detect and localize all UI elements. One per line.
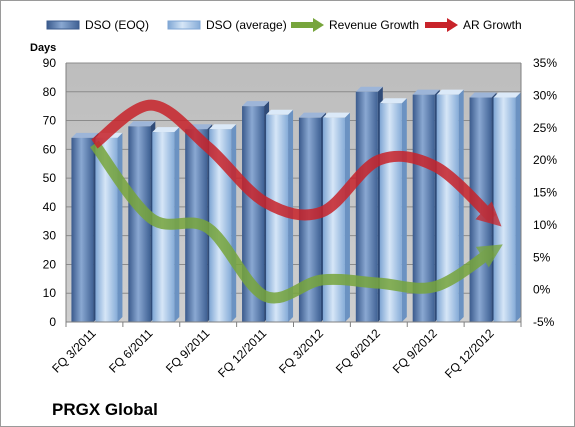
line-ar-growth	[91, 99, 502, 227]
legend-item: DSO (average)	[167, 18, 287, 32]
legend-item: DSO (EOQ)	[46, 18, 149, 32]
y-left-tick-label: 0	[49, 315, 56, 329]
legend-label: DSO (average)	[206, 18, 287, 32]
legend-label: DSO (EOQ)	[85, 18, 149, 32]
y-left-tick-label: 20	[43, 257, 57, 271]
y-right-tick-label: 35%	[533, 56, 557, 70]
x-tick-label: FQ 3/2012	[276, 326, 326, 376]
y-left-tick-label: 70	[43, 114, 57, 128]
y-left-tick-label: 40	[43, 200, 57, 214]
y-right-tick-label: 20%	[533, 153, 557, 167]
legend-swatch	[46, 20, 80, 30]
y-left-tick-label: 10	[43, 286, 57, 300]
y-left-tick-label: 50	[43, 171, 57, 185]
bar-dso-eoq	[71, 132, 99, 322]
trend-lines	[89, 99, 503, 304]
legend: DSO (EOQ) DSO (average) Revenue Growth AR G…	[46, 18, 522, 32]
x-tick-label: FQ 6/2012	[333, 326, 383, 376]
y-right-tick-label: 25%	[533, 121, 557, 135]
x-tick-label: FQ 6/2011	[106, 326, 156, 376]
x-tick-label: FQ 9/2011	[163, 326, 213, 376]
y-left-tick-label: 30	[43, 229, 57, 243]
y-right-tick-label: 15%	[533, 186, 557, 200]
y-right-tick-label: -5%	[533, 315, 555, 329]
legend-arrow-icon	[313, 18, 324, 32]
legend-label: AR Growth	[463, 18, 522, 32]
line-revenue-growth	[89, 140, 503, 304]
y-left-tick-label: 60	[43, 142, 57, 156]
y-right-tick-label: 0%	[533, 283, 551, 297]
x-tick-label: FQ 12/2012	[442, 326, 497, 381]
legend-label: Revenue Growth	[329, 18, 419, 32]
legend-item: AR Growth	[425, 18, 522, 32]
y-right-tick-label: 30%	[533, 88, 557, 102]
x-tick-label: FQ 9/2012	[390, 326, 440, 376]
y-right-tick-label: 10%	[533, 218, 557, 232]
chart-title: PRGX Global	[52, 400, 158, 419]
legend-swatch	[167, 20, 201, 30]
bar-dso-average	[322, 112, 350, 322]
bar-dso-average	[436, 89, 464, 323]
x-tick-label: FQ 3/2011	[49, 326, 99, 376]
legend-item: Revenue Growth	[291, 18, 419, 32]
legend-arrow-icon	[447, 18, 458, 32]
x-tick-label: FQ 12/2011	[215, 326, 269, 380]
y-axis-title: Days	[30, 42, 56, 54]
y-left-tick-label: 80	[43, 85, 57, 99]
bar-dso-average	[493, 92, 521, 323]
y-left-tick-label: 90	[43, 56, 57, 70]
y-right-tick-label: 5%	[533, 250, 551, 264]
